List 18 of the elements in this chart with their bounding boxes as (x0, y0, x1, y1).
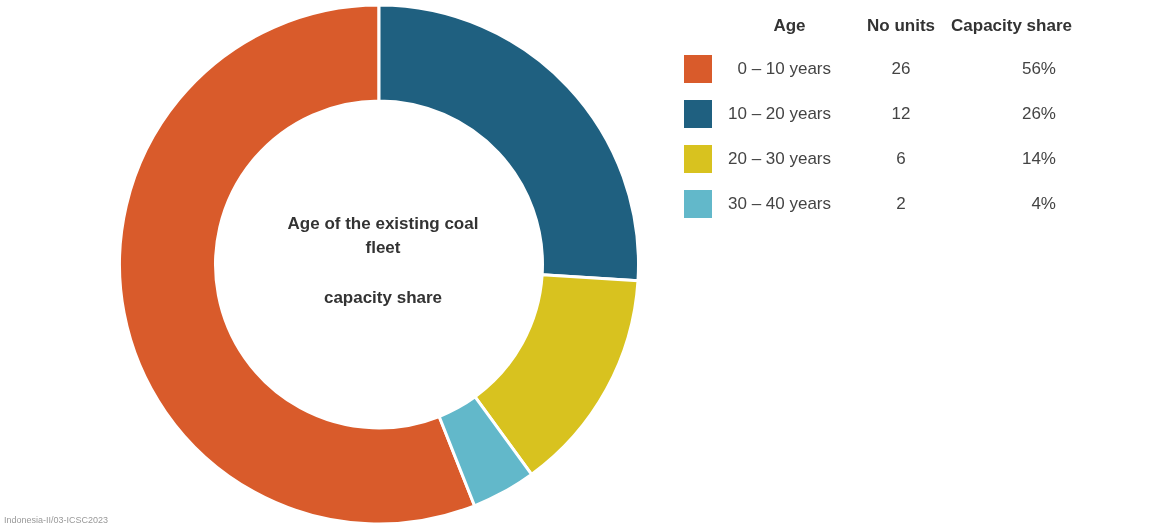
text: Capacity share (950, 15, 1073, 37)
text: 26 (890, 57, 912, 80)
data-label: 56% (1020, 57, 1057, 80)
text: Indonesia-II/03-ICSC2023 (4, 515, 109, 525)
text: capacity share (322, 287, 444, 309)
text: Age of the existing coal fleet (286, 213, 480, 259)
text: 2 (895, 192, 907, 215)
legend-title: Age (772, 15, 807, 37)
text: 12 (890, 102, 912, 125)
text: 6 (895, 147, 907, 170)
data-label: 26% (1020, 102, 1057, 125)
legend-label: 0 – 10 years (736, 57, 832, 80)
data-label: 4% (1030, 192, 1057, 215)
data-label: 14% (1020, 147, 1057, 170)
text: No units (866, 15, 936, 37)
legend-label: 10 – 20 years (727, 102, 832, 125)
legend-label: 30 – 40 years (727, 192, 832, 215)
legend-label: 20 – 30 years (727, 147, 832, 170)
